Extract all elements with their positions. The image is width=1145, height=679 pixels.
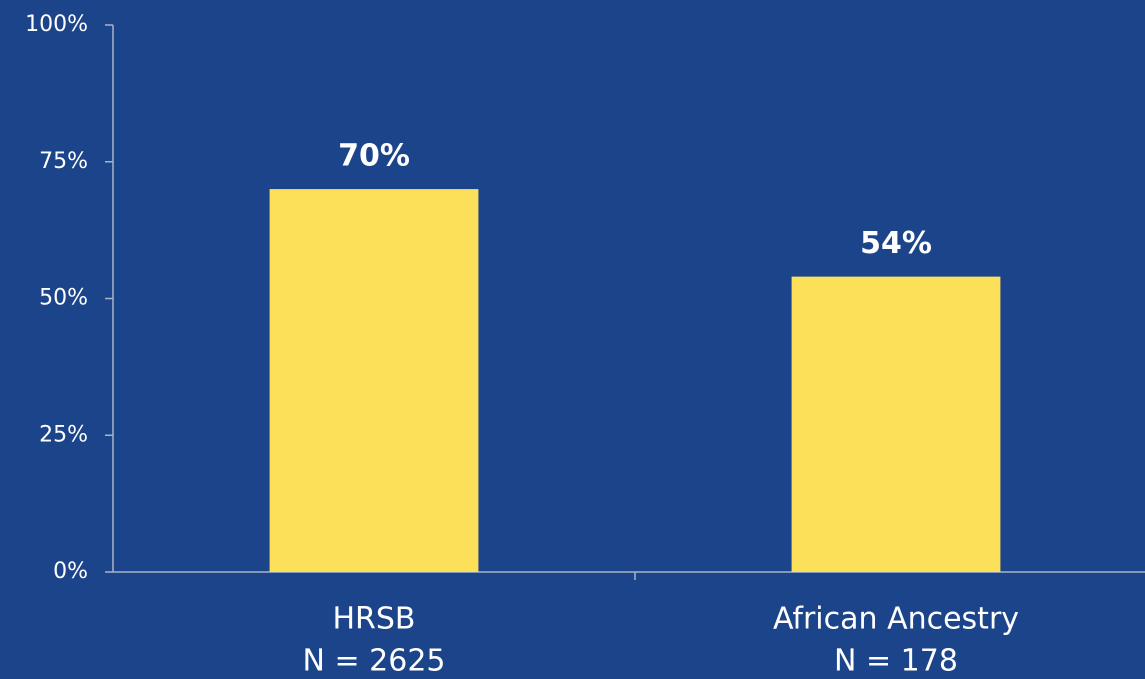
y-tick-label: 75%	[39, 149, 88, 174]
x-tick-sublabel: N = 178	[834, 644, 958, 679]
y-tick-label: 100%	[25, 12, 88, 37]
value-label: 70%	[338, 139, 410, 174]
x-tick-label: African Ancestry	[773, 602, 1019, 637]
y-tick-label: 0%	[53, 559, 88, 584]
y-tick-label: 25%	[39, 422, 88, 447]
bar	[791, 276, 1001, 572]
bar	[269, 189, 479, 572]
x-tick-label: HRSB	[332, 602, 415, 637]
value-label: 54%	[860, 226, 932, 261]
y-tick-label: 50%	[39, 286, 88, 311]
x-tick-sublabel: N = 2625	[303, 644, 446, 679]
